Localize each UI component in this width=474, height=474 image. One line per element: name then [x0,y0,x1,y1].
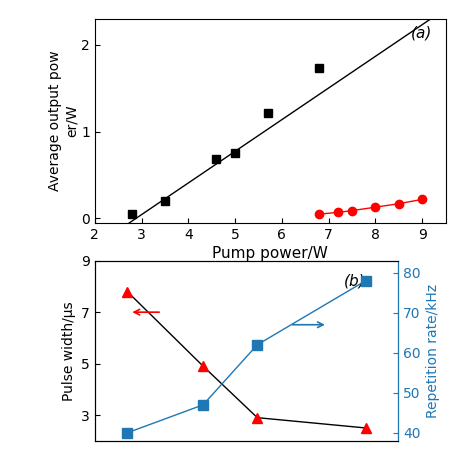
Y-axis label: Average output pow
er/W: Average output pow er/W [48,51,78,191]
X-axis label: Pump power/W: Pump power/W [212,246,328,261]
Text: (b): (b) [344,273,365,288]
Text: (a): (a) [410,25,432,40]
Y-axis label: Repetition rate/kHz: Repetition rate/kHz [426,284,440,418]
Y-axis label: Pulse width/μs: Pulse width/μs [62,301,75,401]
